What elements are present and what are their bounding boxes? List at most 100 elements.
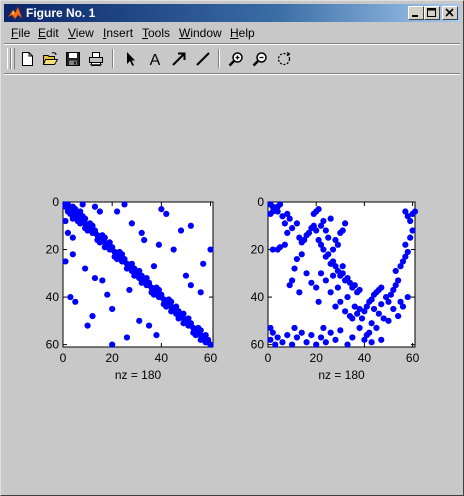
toolbar-grip[interactable] [11,48,15,69]
nonzero-marker [123,265,131,272]
x-tick-label: 60 [406,351,420,365]
nonzero-marker [339,270,346,277]
zoom-out-button[interactable] [249,49,271,69]
nonzero-marker [392,267,399,275]
nonzero-marker [131,265,138,272]
x-tick-label: 20 [310,351,324,365]
close-button[interactable] [442,6,458,20]
open-file-button[interactable] [39,49,61,69]
nonzero-marker [339,227,346,234]
menu-help[interactable]: Help [230,26,255,40]
nonzero-marker [320,324,327,332]
menu-file[interactable]: File [11,26,31,40]
nonzero-marker [390,286,397,294]
nonzero-marker [322,277,329,284]
insert-line-button[interactable] [192,49,214,69]
menu-window[interactable]: Window [179,26,222,40]
y-tick-label: 60 [251,338,265,352]
toolbar-separator [218,49,220,68]
minimize-icon [412,15,418,17]
nonzero-marker [296,234,303,241]
nonzero-marker [274,334,281,341]
nonzero-marker [158,206,165,213]
insert-text-button[interactable]: A [144,49,166,69]
figure-canvas[interactable]: 0 20 40 60 0 20 40 60 nz = 180 0 20 40 60 0 20 40 60 nz =… [4,75,460,492]
edit-plot-button[interactable] [120,49,142,69]
nonzero-marker [399,303,407,310]
y-tick-label: 0 [257,195,264,209]
nonzero-marker [69,251,76,258]
nonzero-marker [344,293,351,301]
toolbar-top-divider [4,43,460,45]
zoom-in-button[interactable] [225,49,247,69]
nonzero-marker [155,286,163,294]
nonzero-marker [267,336,274,343]
zoom-in-icon [228,52,243,67]
rotate-3d-button[interactable] [273,49,295,69]
nonzero-marker [96,208,103,215]
maximize-icon [427,8,436,17]
nonzero-marker [368,320,375,327]
nonzero-marker [187,222,194,229]
menu-view[interactable]: View [68,26,94,40]
nonzero-marker [293,220,301,227]
zoom-out-icon [252,52,267,67]
nonzero-marker [392,282,399,289]
x-tick-label: 40 [155,351,169,365]
nonzero-marker [346,279,354,286]
nonzero-marker [404,293,411,301]
nonzero-marker [84,322,91,329]
nonzero-marker [397,298,404,305]
nonzero-marker [109,305,116,313]
nonzero-marker [378,284,385,291]
toolbar-grip[interactable] [7,48,11,69]
nonzero-marker [351,282,358,289]
nonzero-marker [204,336,212,343]
menu-tools[interactable]: Tools [142,26,171,40]
nonzero-marker [402,241,409,248]
insert-arrow-button[interactable] [168,49,190,69]
maximize-button[interactable] [424,6,440,20]
nonzero-marker [77,208,84,215]
menu-insert[interactable]: Insert [103,26,134,40]
nonzero-marker [339,263,346,270]
new-figure-button[interactable] [16,49,38,69]
print-button[interactable] [85,49,107,69]
nonzero-marker [175,308,182,315]
nonzero-marker [101,244,108,251]
nonzero-marker [286,282,293,289]
nonzero-marker [317,334,325,341]
nonzero-marker [269,246,276,253]
y-tick-label: 60 [46,338,60,352]
nonzero-marker [163,303,170,310]
title-bar[interactable]: Figure No. 1 [4,4,460,22]
menu-bar: File Edit View Insert Tools Window Help [4,23,460,42]
nonzero-marker [313,284,320,291]
print-icon [89,52,103,66]
nonzero-marker [329,246,337,253]
nonzero-marker [168,298,175,305]
minimize-button[interactable] [408,6,424,20]
nonzero-marker [138,272,145,279]
nonzero-marker [141,236,148,244]
nonzero-marker [113,208,121,215]
nonzero-marker [62,258,69,265]
nonzero-marker [356,324,363,332]
nonzero-marker [288,341,296,348]
nonzero-marker [67,210,74,217]
nonzero-marker [354,310,361,317]
nonzero-marker [407,217,414,225]
nonzero-marker [315,236,322,244]
nonzero-marker [395,312,402,320]
close-icon [445,8,454,17]
menu-edit[interactable]: Edit [38,26,59,40]
nonzero-marker [150,263,158,270]
nonzero-marker [390,305,397,313]
nonzero-marker [284,229,291,237]
save-button[interactable] [62,49,84,69]
nonzero-marker [145,322,153,329]
